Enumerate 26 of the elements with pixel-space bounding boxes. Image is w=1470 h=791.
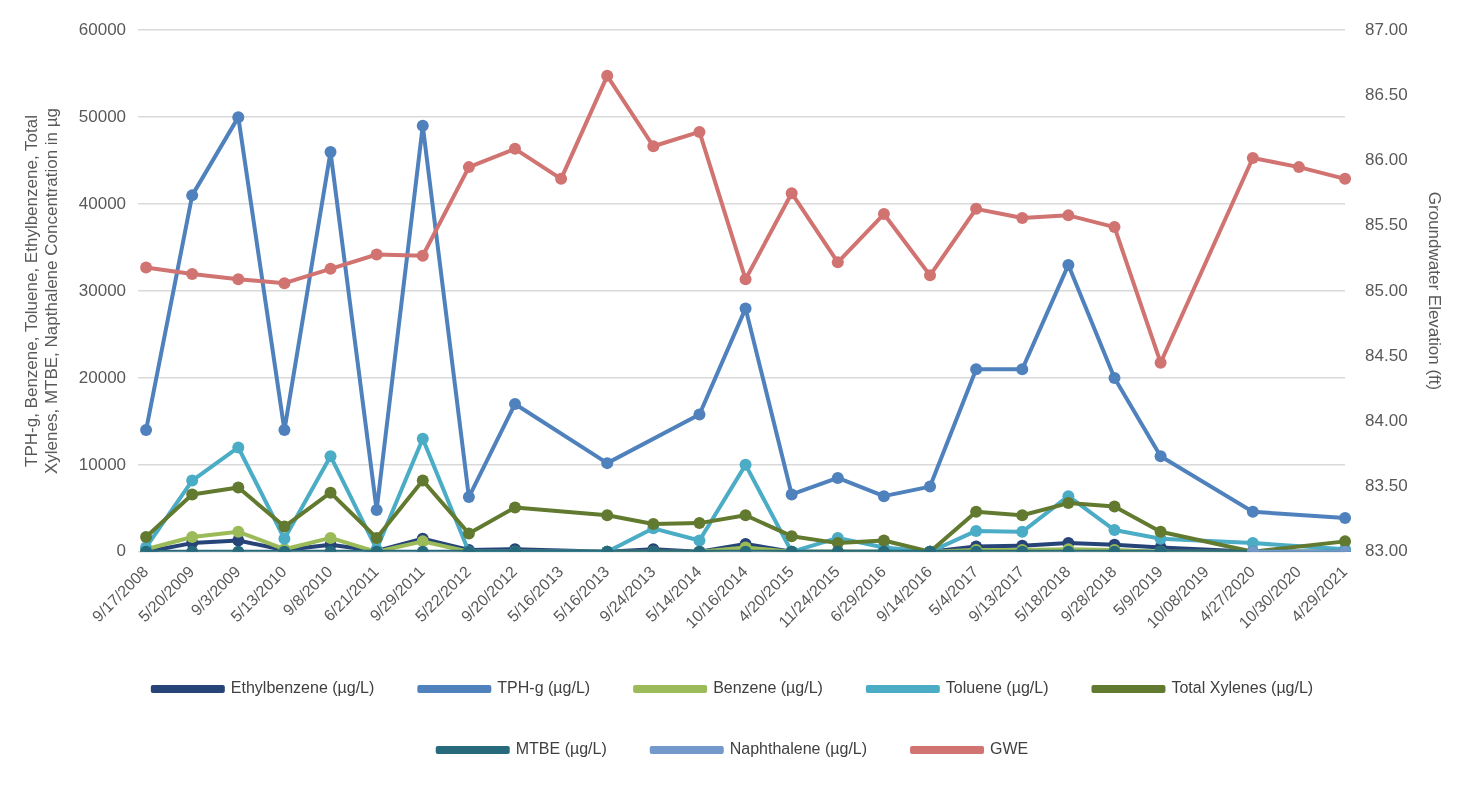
- legend-label: MTBE (µg/L): [515, 740, 607, 758]
- y-tick-label: 10000: [78, 454, 127, 474]
- legend-label: Benzene (µg/L): [713, 679, 823, 697]
- y-axis-title: TPH-g, Benzene, Toluene, Ethylbenzene, Total Xylenes, MTBE, Napthalene Concentration in µg: [21, 107, 62, 475]
- y2-tick-label: 83.50: [1365, 476, 1408, 496]
- y-tick-label: 0: [116, 541, 127, 561]
- y2-tick-label: 84.00: [1365, 411, 1408, 431]
- y2-tick-label: 86.00: [1365, 150, 1408, 170]
- y2-tick-label: 84.50: [1365, 345, 1408, 365]
- y2-tick-label: 85.00: [1365, 280, 1408, 300]
- legend-label: Ethylbenzene (µg/L): [230, 679, 375, 697]
- legend-label: Toluene (µg/L): [945, 679, 1049, 697]
- y-tick-label: 50000: [78, 106, 127, 126]
- y2-axis-title: Groundwater Elevation (ft): [1425, 191, 1445, 391]
- y2-tick-label: 85.50: [1365, 215, 1408, 235]
- y2-tick-label: 87.00: [1365, 19, 1408, 39]
- y-tick-label: 40000: [78, 193, 127, 213]
- y2-tick-label: 86.50: [1365, 85, 1408, 105]
- legend-label: Naphthalene (µg/L): [729, 740, 868, 758]
- y-tick-label: 30000: [78, 280, 127, 300]
- y-tick-label: 20000: [78, 367, 127, 387]
- legend-label: GWE: [990, 740, 1029, 758]
- legend-label: Total Xylenes (µg/L): [1171, 679, 1314, 697]
- legend-label: TPH-g (µg/L): [497, 679, 591, 697]
- y-tick-label: 60000: [78, 19, 127, 39]
- y2-tick-label: 83.00: [1365, 541, 1408, 561]
